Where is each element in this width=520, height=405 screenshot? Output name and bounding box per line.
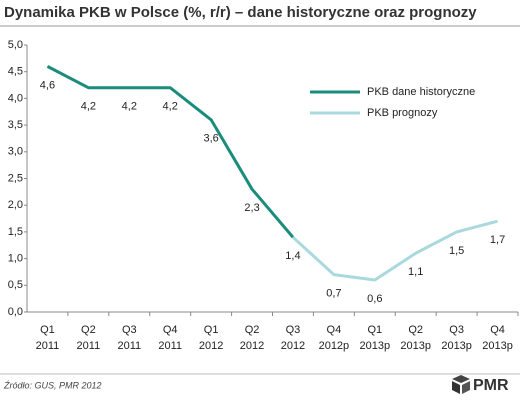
x-tick-label: 2012	[281, 340, 305, 352]
data-label: 3,6	[203, 133, 218, 145]
series-line	[291, 219, 498, 282]
y-tick-label: 0,5	[8, 279, 23, 291]
data-label: 4,2	[81, 101, 96, 113]
data-label: 0,6	[367, 293, 382, 305]
x-tick-label: 2011	[36, 340, 60, 352]
x-tick-label: Q2	[81, 324, 96, 336]
y-tick-label: 1,5	[8, 226, 23, 238]
y-tick-label: 3,5	[8, 119, 23, 131]
data-label: 4,2	[163, 101, 178, 113]
x-tick-label: 2012	[199, 340, 223, 352]
data-label: 1,1	[408, 266, 423, 278]
x-tick-label: Q4	[327, 324, 342, 336]
x-tick-label: Q2	[245, 324, 260, 336]
x-tick-label: Q2	[408, 324, 423, 336]
x-tick-label: Q1	[204, 324, 219, 336]
x-tick-label: 2012	[240, 340, 264, 352]
legend-label: PKB dane historyczne	[367, 86, 475, 98]
y-tick-label: 1,0	[8, 253, 23, 265]
data-label: 4,2	[122, 101, 137, 113]
source: Źródło: GUS, PMR 2012	[3, 380, 102, 390]
data-label: 4,6	[40, 79, 55, 91]
x-tick-label: 2013p	[482, 340, 513, 352]
y-tick-label: 5,0	[8, 39, 23, 51]
logo: PMR	[473, 377, 509, 394]
data-label: 1,5	[449, 245, 464, 257]
y-tick-label: 4,5	[8, 66, 23, 78]
x-tick-label: 2011	[117, 340, 141, 352]
y-tick-label: 4,0	[8, 92, 23, 104]
legend-label: PKB prognozy	[367, 107, 438, 119]
data-label: 1,7	[490, 234, 505, 246]
x-tick-label: 2013p	[441, 340, 472, 352]
data-label: 0,7	[326, 288, 341, 300]
y-tick-label: 0,0	[8, 306, 23, 318]
series-line	[46, 65, 295, 239]
x-tick-label: Q4	[490, 324, 505, 336]
x-tick-label: Q3	[449, 324, 464, 336]
data-label: 2,3	[244, 202, 259, 214]
y-tick-label: 3,0	[8, 146, 23, 158]
x-tick-label: 2011	[158, 340, 182, 352]
chart-title: Dynamika PKB w Polsce (%, r/r) – dane hi…	[4, 4, 477, 21]
x-tick-label: 2011	[77, 340, 101, 352]
x-tick-label: 2012p	[319, 340, 350, 352]
x-tick-label: Q3	[286, 324, 301, 336]
x-tick-label: 2013p	[400, 340, 431, 352]
x-tick-label: 2013p	[359, 340, 390, 352]
x-tick-label: Q1	[367, 324, 382, 336]
x-tick-label: Q3	[122, 324, 137, 336]
y-tick-label: 2,0	[8, 199, 23, 211]
x-tick-label: Q1	[40, 324, 55, 336]
data-label: 1,4	[285, 250, 300, 262]
x-tick-label: Q4	[163, 324, 178, 336]
y-tick-label: 2,5	[8, 172, 23, 184]
logo-icon	[452, 375, 470, 394]
